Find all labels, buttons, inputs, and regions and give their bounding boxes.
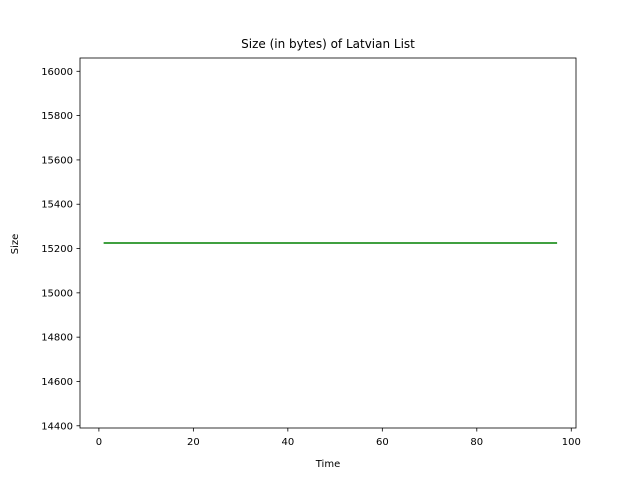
y-tick-label-14600: 14600 bbox=[41, 377, 73, 388]
y-axis-label: Size bbox=[10, 234, 21, 255]
x-tick-label-100: 100 bbox=[562, 437, 581, 448]
chart-title: Size (in bytes) of Latvian List bbox=[241, 37, 415, 51]
plot-frame bbox=[79, 57, 577, 429]
y-tick-label-15000: 15000 bbox=[41, 288, 73, 299]
x-tick-label-20: 20 bbox=[187, 437, 200, 448]
y-tick-label-15600: 15600 bbox=[41, 155, 73, 166]
x-tick-label-0: 0 bbox=[96, 437, 102, 448]
x-axis-label: Time bbox=[315, 459, 340, 470]
y-tick-label-14400: 14400 bbox=[41, 421, 73, 432]
y-tick-label-16000: 16000 bbox=[41, 67, 73, 78]
x-tick-label-60: 60 bbox=[376, 437, 389, 448]
y-tick-label-14800: 14800 bbox=[41, 333, 73, 344]
y-tick-label-15800: 15800 bbox=[41, 111, 73, 122]
x-tick-label-40: 40 bbox=[281, 437, 294, 448]
y-tick-label-15400: 15400 bbox=[41, 200, 73, 211]
y-tick-label-15200: 15200 bbox=[41, 244, 73, 255]
x-tick-label-80: 80 bbox=[470, 437, 483, 448]
